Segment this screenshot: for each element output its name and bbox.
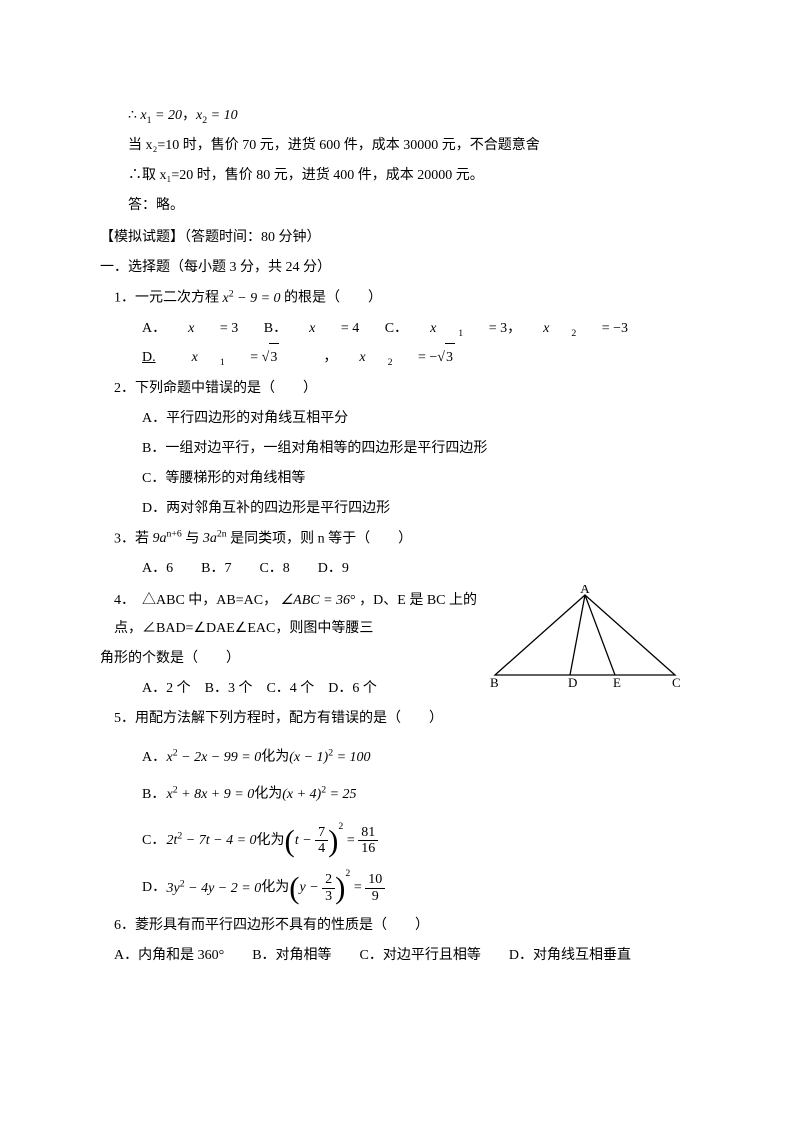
solution-line-1: ∴ x1 = 20，x2 = 10 — [100, 102, 700, 130]
q4-block: 4． △ABC 中，AB=AC， ∠ABC = 36° ，D、E 是 BC 上的… — [100, 585, 700, 735]
q3-stem: 3．若 9an+6 与 3a2n 是同类项，则 n 等于（ ） — [100, 525, 700, 554]
q2-opt-c: C．等腰梯形的对角线相等 — [100, 465, 700, 493]
q6-options: A．内角和是 360° B．对角相等 C．对边平行且相等 D．对角线互相垂直 — [100, 942, 700, 970]
q6-stem: 6．菱形具有而平行四边形不具有的性质是（ ） — [100, 912, 700, 940]
q3-options: A．6 B．7 C．8 D．9 — [100, 555, 700, 583]
label-d: D — [568, 675, 577, 690]
q2-opt-a: A．平行四边形的对角线互相平分 — [100, 405, 700, 433]
label-e: E — [613, 675, 621, 690]
solution-line-4: 答：略。 — [100, 192, 700, 220]
q4-options: A．2 个 B．3 个 C．4 个 D．6 个 — [100, 675, 480, 703]
q1-opt-b: B．x = 4 — [264, 315, 359, 343]
q5-opt-c: C． 2t2 − 7t − 4 = 0化为(t − 74)2 = 8116 — [142, 817, 700, 857]
q4-stem-2: 角形的个数是（ ） — [100, 645, 480, 673]
q1-opt-d: D. x1 = 3，x2 = −3 — [142, 343, 499, 372]
q1-options: A．x = 3 B．x = 4 C．x1 = 3，x2 = −3 D. x1 =… — [100, 315, 700, 373]
q4-figure: A B D E C — [480, 585, 700, 695]
q2-opt-d: D．两对邻角互补的四边形是平行四边形 — [100, 495, 700, 523]
label-b: B — [490, 675, 499, 690]
q1-stem: 1．一元二次方程 x2 − 9 = 0 的根是（ ） — [100, 284, 700, 313]
section-1-title: 一．选择题（每小题 3 分，共 24 分） — [100, 254, 700, 282]
solution-line-3: ∴取 x₁=20 时，售价 80 元，进货 400 件，成本 20000 元。 — [100, 162, 700, 190]
q1-opt-a: A．x = 3 — [142, 315, 238, 343]
mock-exam-header: 【模拟试题】（答题时间：80 分钟） — [100, 224, 700, 252]
q5-opt-b: B． x2 + 8x + 9 = 0化为(x + 4)2 = 25 — [142, 780, 700, 809]
solution-line-2: 当 x₂=10 时，售价 70 元，进货 600 件，成本 30000 元，不合… — [100, 132, 700, 160]
label-a: A — [580, 585, 590, 596]
q2-stem: 2．下列命题中错误的是（ ） — [100, 375, 700, 403]
q1-opt-c: C．x1 = 3，x2 = −3 — [385, 315, 628, 343]
q5-stem: 5．用配方法解下列方程时，配方有错误的是（ ） — [100, 705, 480, 733]
q5-opt-a: A． x2 − 2x − 99 = 0化为(x − 1)2 = 100 — [142, 743, 700, 772]
q2-opt-b: B．一组对边平行，一组对角相等的四边形是平行四边形 — [100, 435, 700, 463]
q5-opt-d: D． 3y2 − 4y − 2 = 0化为(y − 23)2 = 109 — [142, 864, 700, 904]
q4-stem-1: 4． △ABC 中，AB=AC， ∠ABC = 36° ，D、E 是 BC 上的… — [100, 587, 480, 643]
label-c: C — [672, 675, 681, 690]
therefore: ∴ — [128, 108, 137, 123]
